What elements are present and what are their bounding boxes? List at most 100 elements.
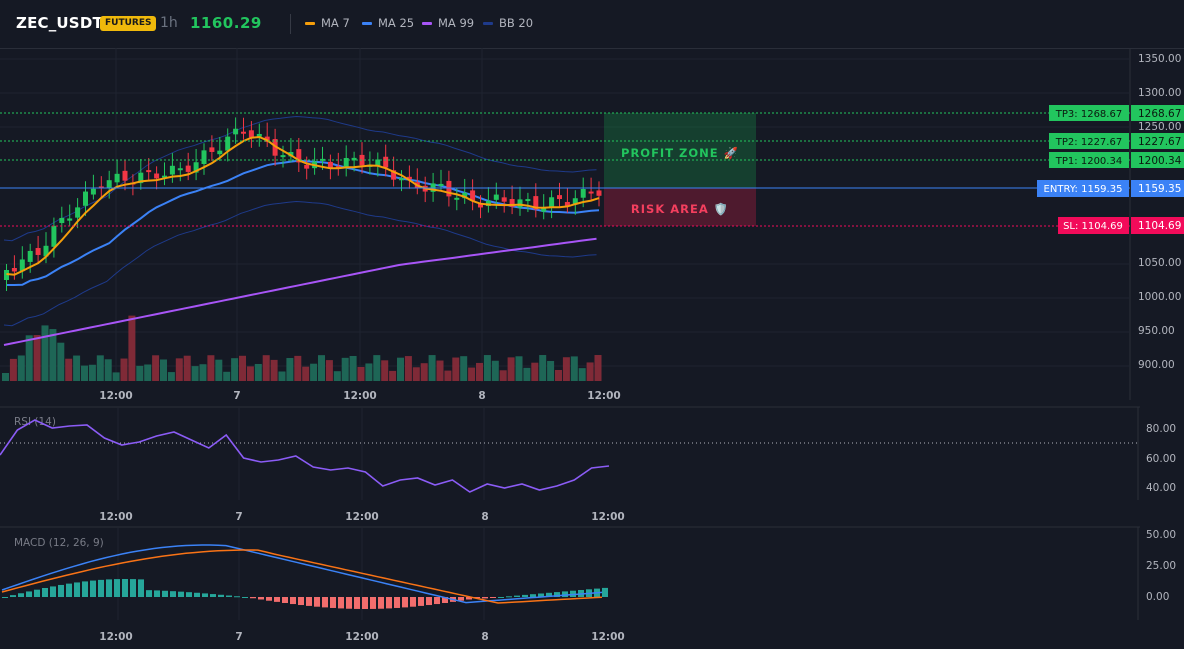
candle-body	[399, 178, 404, 181]
volume-bar	[33, 335, 41, 381]
tp3-tag[interactable]: TP3: 1268.67	[1049, 105, 1129, 121]
macd-bar	[458, 597, 464, 601]
macd-line	[1, 544, 603, 604]
time-tick: 12:00	[345, 511, 378, 523]
ma25-line	[6, 159, 600, 286]
time-tick: 12:00	[591, 511, 624, 523]
tp1-tag[interactable]: TP1: 1200.34	[1049, 152, 1129, 168]
entry-tag[interactable]: ENTRY: 1159.35	[1037, 180, 1129, 197]
macd-bar	[98, 579, 104, 597]
candle-body	[557, 195, 562, 200]
candle-body	[169, 165, 175, 175]
bb-upper	[3, 115, 597, 242]
volume-bar	[302, 366, 310, 381]
timeframe-label[interactable]: 1h	[160, 15, 178, 31]
candle-body	[280, 155, 286, 158]
candle-body	[478, 203, 483, 208]
volume-bar	[57, 342, 65, 381]
volume-bar	[160, 359, 167, 381]
volume-bar	[88, 364, 96, 381]
price-tick: 950.00	[1138, 325, 1175, 337]
macd-bar	[346, 597, 352, 609]
candle-body	[162, 175, 167, 178]
legend-ma7[interactable]: MA 7	[305, 16, 350, 30]
last-price: 1160.29	[190, 14, 262, 32]
volume-bars	[2, 315, 602, 381]
candle-body	[256, 133, 262, 137]
macd-bar	[26, 591, 32, 597]
macd-bar	[186, 592, 192, 597]
candle-body	[383, 156, 389, 168]
macd-bar	[258, 597, 264, 600]
volume-bar	[555, 369, 562, 381]
bb20-swatch	[483, 21, 493, 25]
volume-bar	[547, 360, 555, 381]
legend-ma99-label: MA 99	[438, 16, 475, 30]
tp2-tag[interactable]: TP2: 1227.67	[1049, 133, 1129, 149]
volume-bar	[476, 362, 483, 381]
volume-bar	[207, 355, 215, 381]
symbol-name[interactable]: ZEC_USDT	[16, 14, 103, 32]
volume-bar	[460, 356, 468, 381]
macd-bar	[138, 579, 144, 597]
bb-lower	[3, 200, 597, 327]
time-axis-rsi: 12:00 7 12:00 8 12:00	[99, 511, 624, 523]
volume-bar	[2, 373, 9, 381]
macd-bar	[66, 583, 72, 597]
volume-bar	[365, 363, 373, 381]
candle-body	[446, 180, 452, 197]
macd-bar	[154, 590, 160, 597]
volume-bar	[357, 366, 365, 381]
rsi-tick: 80.00	[1146, 423, 1176, 435]
pane-dividers	[0, 48, 1140, 620]
risk-zone	[604, 188, 756, 226]
candle-body	[509, 198, 515, 207]
macd-bar	[482, 597, 488, 599]
time-axis-macd: 12:00 7 12:00 8 12:00	[99, 631, 624, 643]
volume-bar	[452, 357, 460, 381]
candle-body	[122, 170, 128, 181]
candle-body	[146, 170, 152, 173]
macd-bar	[18, 593, 24, 597]
macd-bar	[330, 597, 336, 608]
macd-bar	[530, 594, 536, 597]
ma25-path	[6, 159, 600, 286]
volume-bar	[144, 364, 152, 381]
volume-bar	[112, 372, 120, 381]
macd-bar	[282, 597, 288, 603]
volume-bar	[397, 357, 404, 381]
sl-tag[interactable]: SL: 1104.69	[1058, 217, 1129, 234]
volume-bar	[404, 356, 412, 381]
legend-bb20[interactable]: BB 20	[483, 16, 533, 30]
volume-bar	[128, 315, 136, 381]
volume-bar	[262, 355, 270, 381]
futures-badge: FUTURES	[100, 16, 157, 31]
macd-bar	[58, 584, 64, 597]
price-tick: 1300.00	[1138, 87, 1181, 99]
macd-bar	[50, 586, 56, 597]
macd-histogram	[2, 579, 608, 609]
risk-zone-label: RISK AREA 🛡️	[631, 202, 729, 216]
macd-bar	[90, 580, 96, 597]
legend-ma99[interactable]: MA 99	[422, 16, 474, 30]
rsi-tick: 40.00	[1146, 482, 1176, 494]
time-tick: 12:00	[99, 511, 132, 523]
price-axis[interactable]: 1350.00 1300.00 1250.00 1050.00 1000.00 …	[1138, 53, 1181, 371]
candle-body	[241, 131, 246, 134]
chart-header: ZEC_USDT FUTURES 1h 1160.29 MA 7 MA 25 M…	[0, 0, 1184, 49]
volume-bar	[167, 372, 175, 381]
volume-bar	[65, 358, 73, 381]
macd-bar	[322, 597, 328, 608]
candle-body	[35, 248, 41, 255]
volume-bar	[120, 358, 128, 381]
candle-body	[272, 139, 278, 156]
macd-bar	[10, 595, 16, 597]
time-axis-main: 12:00 7 12:00 8 12:00	[99, 390, 620, 402]
candle-body	[43, 245, 49, 257]
legend-ma25[interactable]: MA 25	[362, 16, 414, 30]
macd-bar	[354, 597, 360, 609]
candle-body	[375, 159, 381, 166]
volume-bar	[294, 355, 302, 381]
macd-bar	[114, 579, 120, 597]
